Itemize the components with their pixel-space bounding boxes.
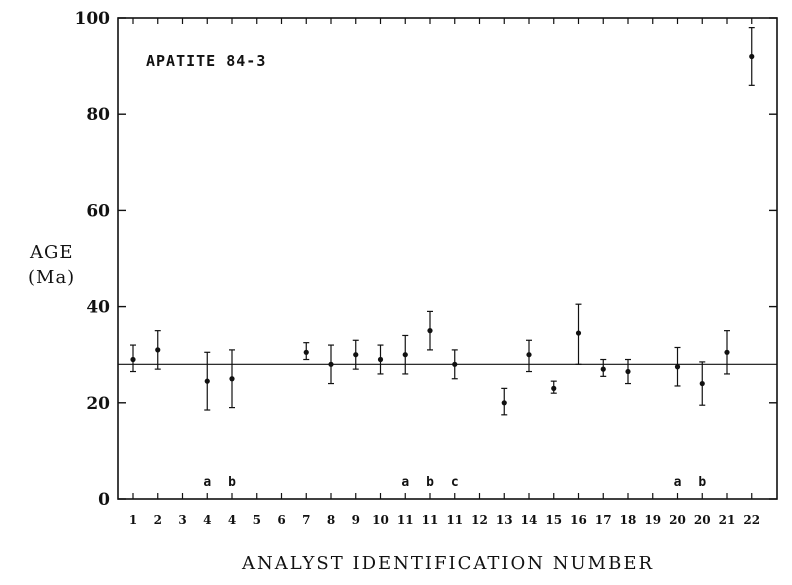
data-point <box>452 361 458 367</box>
x-tick-label: 11 <box>397 513 414 527</box>
x-tick-label: 6 <box>277 513 285 527</box>
x-tick-label: 15 <box>545 513 562 527</box>
chart-title: APATITE 84-3 <box>146 52 266 70</box>
x-tick-label: 13 <box>496 513 513 527</box>
data-point <box>229 376 235 382</box>
data-point <box>551 385 557 391</box>
y-tick-label: 0 <box>98 490 110 510</box>
data-point <box>353 352 359 358</box>
data-point <box>600 366 606 372</box>
x-tick-label: 20 <box>669 513 686 527</box>
data-point <box>377 356 384 363</box>
x-tick-label: 12 <box>471 513 488 527</box>
x-tick-label: 2 <box>154 513 162 527</box>
data-point <box>625 368 631 375</box>
data-point <box>724 349 730 355</box>
x-tick-label: 4 <box>228 513 236 527</box>
data-point <box>749 53 755 60</box>
y-tick-label: 20 <box>86 394 110 414</box>
data-point <box>427 328 433 334</box>
x-tick-label: 5 <box>253 513 261 527</box>
x-tick-label: 7 <box>302 513 310 527</box>
data-point <box>699 380 705 387</box>
sub-label: b <box>228 475 236 490</box>
sub-label: a <box>674 475 682 490</box>
x-tick-label: 20 <box>694 513 711 527</box>
x-tick-label: 1 <box>129 513 137 527</box>
plot-frame <box>117 17 778 500</box>
y-tick-label: 80 <box>86 105 110 125</box>
data-point <box>526 352 532 358</box>
x-tick-label: 18 <box>620 513 637 527</box>
sub-label: b <box>698 475 706 490</box>
data-point <box>674 364 681 370</box>
x-axis-title: ANALYST IDENTIFICATION NUMBER <box>241 553 654 574</box>
y-tick-label: 60 <box>86 201 110 221</box>
x-tick-label: 3 <box>178 513 186 527</box>
sub-label: c <box>451 475 459 490</box>
data-point <box>328 361 334 367</box>
x-tick-label: 4 <box>203 513 211 527</box>
x-tick-label: 8 <box>327 513 335 527</box>
data-point <box>402 352 408 358</box>
data-point <box>575 330 582 336</box>
data-point <box>501 400 507 406</box>
y-axis-title-line-2: (Ma) <box>28 267 75 288</box>
x-tick-label: 21 <box>719 513 736 527</box>
y-tick-label: 100 <box>75 9 111 29</box>
x-tick-label: 16 <box>570 513 587 527</box>
sub-label: b <box>426 475 434 490</box>
x-tick-label: 22 <box>743 513 760 527</box>
sub-label: a <box>203 475 211 490</box>
x-tick-label: 11 <box>422 513 439 527</box>
x-tick-label: 10 <box>372 513 389 527</box>
data-point <box>303 349 309 355</box>
x-tick-label: 14 <box>521 513 538 527</box>
data-point <box>130 356 136 363</box>
y-axis-title-line-1: AGE <box>29 242 74 263</box>
x-tick-label: 17 <box>595 513 612 527</box>
x-tick-label: 9 <box>352 513 360 527</box>
x-tick-label: 19 <box>644 513 661 527</box>
sub-label: a <box>401 475 409 490</box>
data-point <box>204 378 210 384</box>
x-tick-label: 11 <box>446 513 463 527</box>
data-point <box>155 347 161 353</box>
y-tick-label: 40 <box>86 298 110 318</box>
